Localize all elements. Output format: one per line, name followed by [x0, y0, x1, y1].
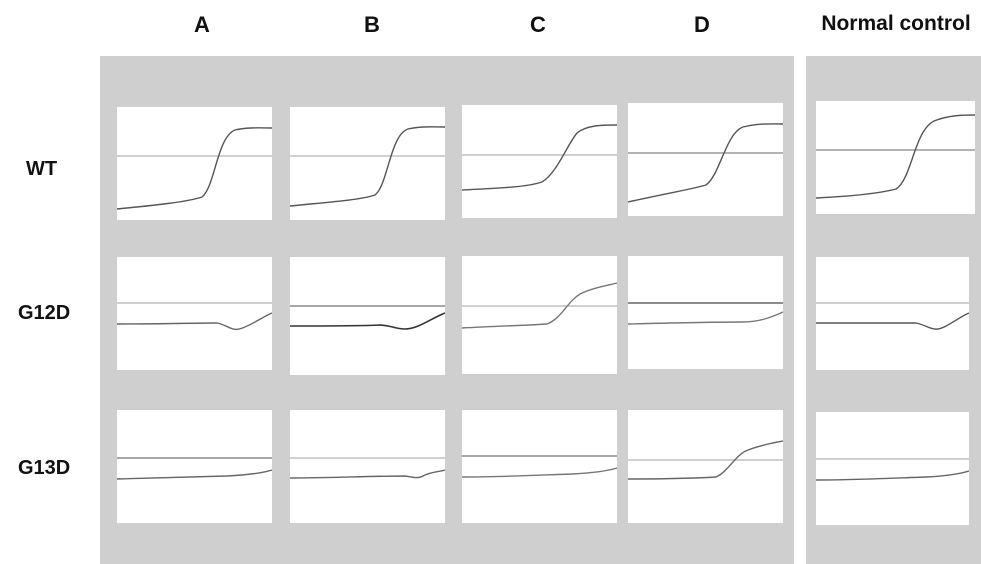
melt-curve-g12d-d	[628, 256, 783, 369]
melt-curve-g12d-b	[290, 257, 445, 375]
column-label-a: A	[194, 12, 210, 37]
melt-curve-wt-a	[117, 107, 272, 220]
column-label-b: B	[364, 12, 380, 37]
melt-curve-wt-c	[462, 105, 617, 218]
melt-curve-g13d-a	[117, 410, 272, 523]
melt-curve-wt-b	[290, 107, 445, 220]
melt-curve-g12d-normal-control	[816, 257, 969, 370]
melt-curve-g13d-c	[462, 410, 617, 523]
melt-curve-g12d-c	[462, 256, 617, 374]
melt-curve-wt-normal-control	[816, 101, 975, 214]
column-label-c: C	[530, 12, 546, 37]
melt-curve-g12d-a	[117, 257, 272, 370]
melt-curve-g13d-b	[290, 410, 445, 523]
column-label-d: D	[694, 12, 710, 37]
melt-curve-wt-d	[628, 103, 783, 216]
melt-curve-g13d-d	[628, 410, 783, 523]
melt-curve-g13d-normal-control	[816, 412, 969, 525]
row-label-g12d: G12D	[18, 302, 71, 324]
column-label-normal-control: Normal control	[821, 12, 971, 35]
row-label-wt: WT	[26, 158, 58, 180]
row-label-g13d: G13D	[18, 457, 71, 479]
